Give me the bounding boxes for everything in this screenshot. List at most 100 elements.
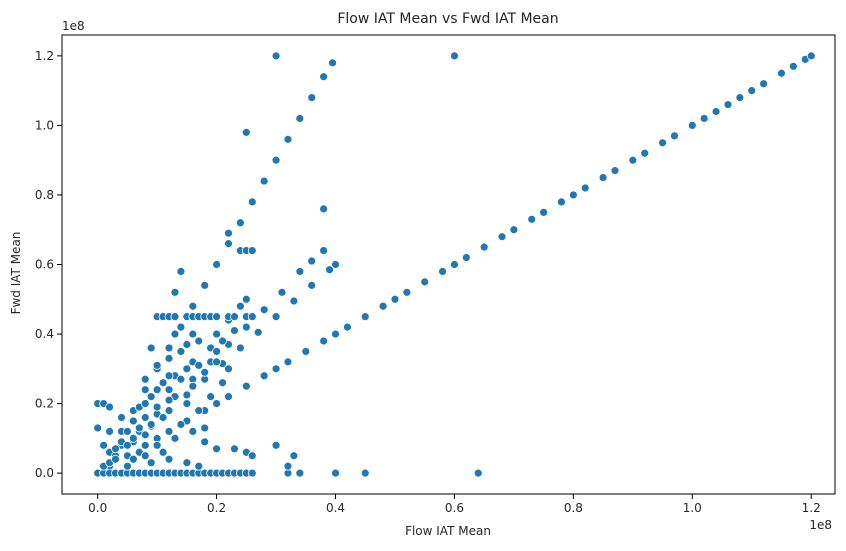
scatter-point (450, 51, 459, 61)
scatter-point (200, 367, 210, 377)
scatter-point (420, 277, 430, 287)
scatter-point (117, 413, 126, 422)
scatter-point (509, 225, 519, 235)
scatter-point (188, 329, 198, 339)
scatter-point (212, 399, 222, 408)
scatter-point (759, 79, 769, 89)
scatter-point (277, 287, 287, 297)
scatter-point (176, 267, 186, 276)
scatter-point (806, 51, 816, 61)
x-tick-label: 1.2 (802, 501, 821, 515)
x-tick-label: 0.8 (564, 501, 583, 515)
scatter-point (164, 395, 174, 405)
scatter-point (170, 329, 180, 339)
scatter-point (247, 451, 257, 461)
scatter-point (123, 427, 132, 436)
scatter-point (735, 93, 745, 102)
scatter-point (497, 232, 507, 242)
scatter-point (670, 131, 679, 141)
scatter-point (123, 440, 132, 450)
scatter-point (218, 336, 227, 346)
scatter-point (402, 287, 412, 297)
scatter-point (212, 347, 222, 356)
scatter-point (235, 343, 245, 353)
scatter-point (140, 440, 150, 450)
scatter-point (212, 260, 222, 269)
y-axis-offset-label: 1e8 (62, 19, 85, 33)
scatter-point (176, 322, 186, 332)
scatter-point (283, 461, 293, 471)
scatter-point (307, 256, 317, 266)
scatter-point (224, 392, 233, 402)
scatter-point (527, 214, 537, 224)
scatter-point (723, 100, 733, 109)
scatter-point (230, 326, 239, 335)
scatter-point (253, 327, 263, 337)
scatter-point (360, 468, 370, 478)
scatter-point (212, 444, 222, 454)
scatter-point (105, 402, 114, 412)
scatter-point (176, 420, 186, 429)
scatter-point (164, 371, 174, 381)
scatter-point (331, 260, 340, 269)
scatter-point (235, 218, 245, 228)
scatter-point (170, 312, 180, 322)
scatter-point (788, 61, 798, 71)
scatter-point (241, 381, 251, 391)
scatter-point (164, 406, 174, 415)
scatter-point (658, 138, 667, 148)
scatter-point (182, 340, 192, 349)
scatter-point (158, 378, 168, 388)
scatter-point (182, 399, 192, 408)
chart-title: Flow IAT Mean vs Fwd IAT Mean (337, 11, 558, 27)
scatter-point (598, 173, 608, 182)
scatter-point (271, 364, 281, 374)
scatter-point (140, 451, 150, 461)
scatter-point (360, 312, 370, 322)
scatter-point (200, 423, 210, 433)
scatter-point (188, 427, 198, 436)
scatter-point (164, 427, 174, 436)
scatter-point (568, 190, 578, 200)
scatter-point (164, 343, 174, 353)
scatter-point (164, 353, 174, 363)
scatter-point (212, 357, 222, 367)
scatter-point (241, 127, 251, 137)
scatter-point (539, 207, 549, 217)
scatter-point (283, 357, 293, 367)
y-tick-label: 0.0 (35, 466, 54, 480)
scatter-point (140, 430, 150, 440)
scatter-point (105, 427, 114, 436)
y-tick-label: 0.4 (35, 327, 54, 341)
scatter-point (319, 72, 329, 82)
scatter-point (194, 461, 204, 471)
scatter-point (378, 301, 388, 311)
scatter-point (307, 280, 317, 290)
scatter-point (152, 402, 162, 412)
scatter-point (123, 461, 132, 471)
scatter-point (230, 312, 239, 322)
scatter-point (140, 399, 150, 408)
scatter-point (224, 228, 233, 238)
scatter-point (200, 437, 210, 447)
scatter-point (194, 406, 204, 415)
scatter-point (247, 468, 257, 478)
scatter-point (319, 336, 329, 346)
scatter-point (259, 305, 269, 315)
scatter-point (212, 312, 222, 322)
scatter-point (247, 246, 257, 255)
scatter-point (319, 204, 329, 214)
scatter-point (610, 166, 620, 176)
scatter-point (331, 329, 340, 339)
scatter-point (99, 440, 109, 450)
scatter-point (461, 253, 471, 262)
data-points (93, 51, 816, 478)
x-tick-label: 1.0 (683, 501, 702, 515)
scatter-point (241, 322, 251, 332)
x-tick-label: 0.0 (88, 501, 107, 515)
x-axis-offset-label: 1e8 (809, 518, 832, 532)
scatter-point (140, 374, 150, 384)
scatter-point (218, 378, 227, 388)
scatter-point (247, 312, 257, 322)
